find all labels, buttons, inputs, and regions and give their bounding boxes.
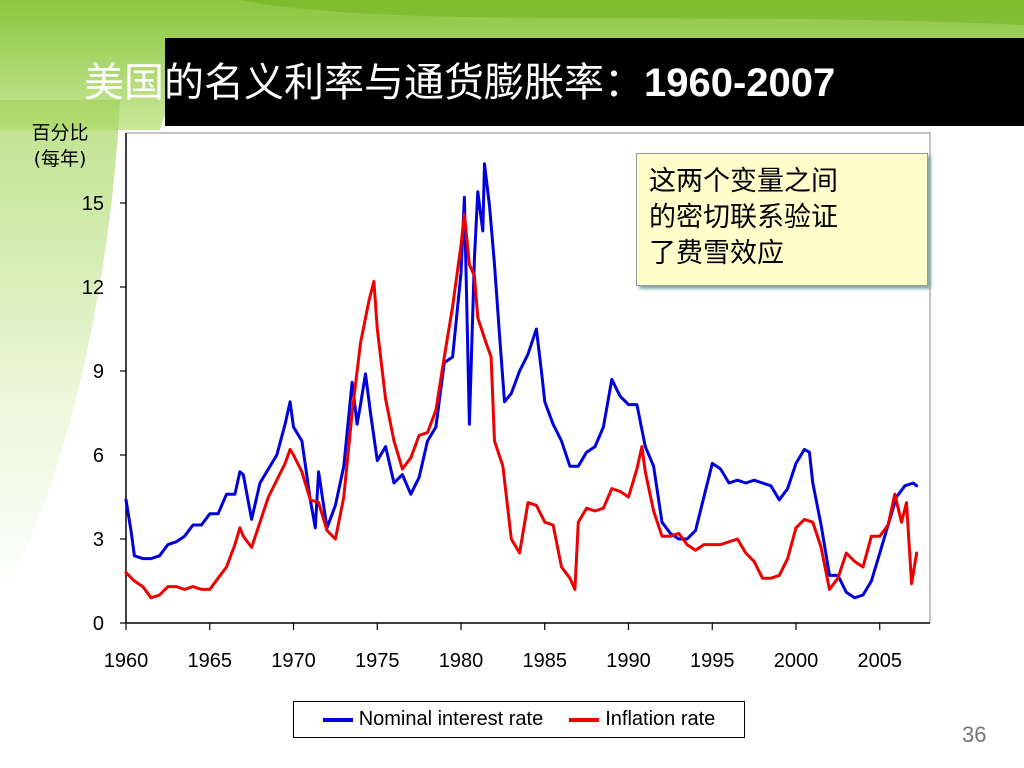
x-tick-label: 1985 xyxy=(523,650,568,672)
green-left-band xyxy=(0,100,120,600)
x-tick-label: 1970 xyxy=(271,650,316,672)
y-tick-label: 12 xyxy=(82,277,104,299)
x-tick-label: 2005 xyxy=(858,650,903,672)
green-top-band xyxy=(0,0,1024,130)
x-tick-label: 2000 xyxy=(774,650,819,672)
y-axis-label: 百分比 (每年) xyxy=(22,120,98,172)
x-tick-label: 1975 xyxy=(355,650,400,672)
page-number: 36 xyxy=(962,722,987,747)
y-tick-label: 0 xyxy=(93,613,104,635)
annotation-box: 这两个变量之间 的密切联系验证 了费雪效应 xyxy=(636,153,928,286)
annotation-line3: 了费雪效应 xyxy=(649,238,784,269)
x-tick-label: 1980 xyxy=(439,650,484,672)
x-tick-label: 1990 xyxy=(606,650,651,672)
y-tick-label: 6 xyxy=(93,445,104,467)
series-line-nominal-interest-rate xyxy=(124,162,919,600)
legend-label-nominal: Nominal interest rate xyxy=(358,708,544,730)
x-tick-label: 1960 xyxy=(104,650,149,672)
legend-label-inflation: Inflation rate xyxy=(605,708,716,730)
y-tick-label: 15 xyxy=(82,193,104,215)
legend-swatch-inflation xyxy=(569,717,600,722)
y-axis-label-line1: 百分比 xyxy=(31,122,89,144)
y-axis-label-line2: (每年) xyxy=(33,148,87,170)
x-tick-label: 1995 xyxy=(690,650,735,672)
title-main: 美国的名义利率与通货膨胀率： xyxy=(84,60,644,106)
legend-item-nominal: Nominal interest rate xyxy=(322,708,544,731)
title-bar xyxy=(165,38,1024,126)
legend-swatch-nominal xyxy=(322,717,353,722)
title-year: 1960-2007 xyxy=(644,61,836,105)
y-tick-label: 9 xyxy=(93,361,104,383)
green-top-wave xyxy=(240,0,1024,25)
page-title: 美国的名义利率与通货膨胀率：1960-2007 xyxy=(84,50,835,108)
y-tick-label: 3 xyxy=(93,529,104,551)
annotation-line1: 这两个变量之间 xyxy=(649,166,838,197)
chart-legend: Nominal interest rate Inflation rate xyxy=(293,701,745,738)
annotation-line2: 的密切联系验证 xyxy=(649,202,838,233)
legend-item-inflation: Inflation rate xyxy=(569,708,715,731)
series-line-inflation-rate xyxy=(124,212,919,600)
x-tick-label: 1965 xyxy=(188,650,233,672)
